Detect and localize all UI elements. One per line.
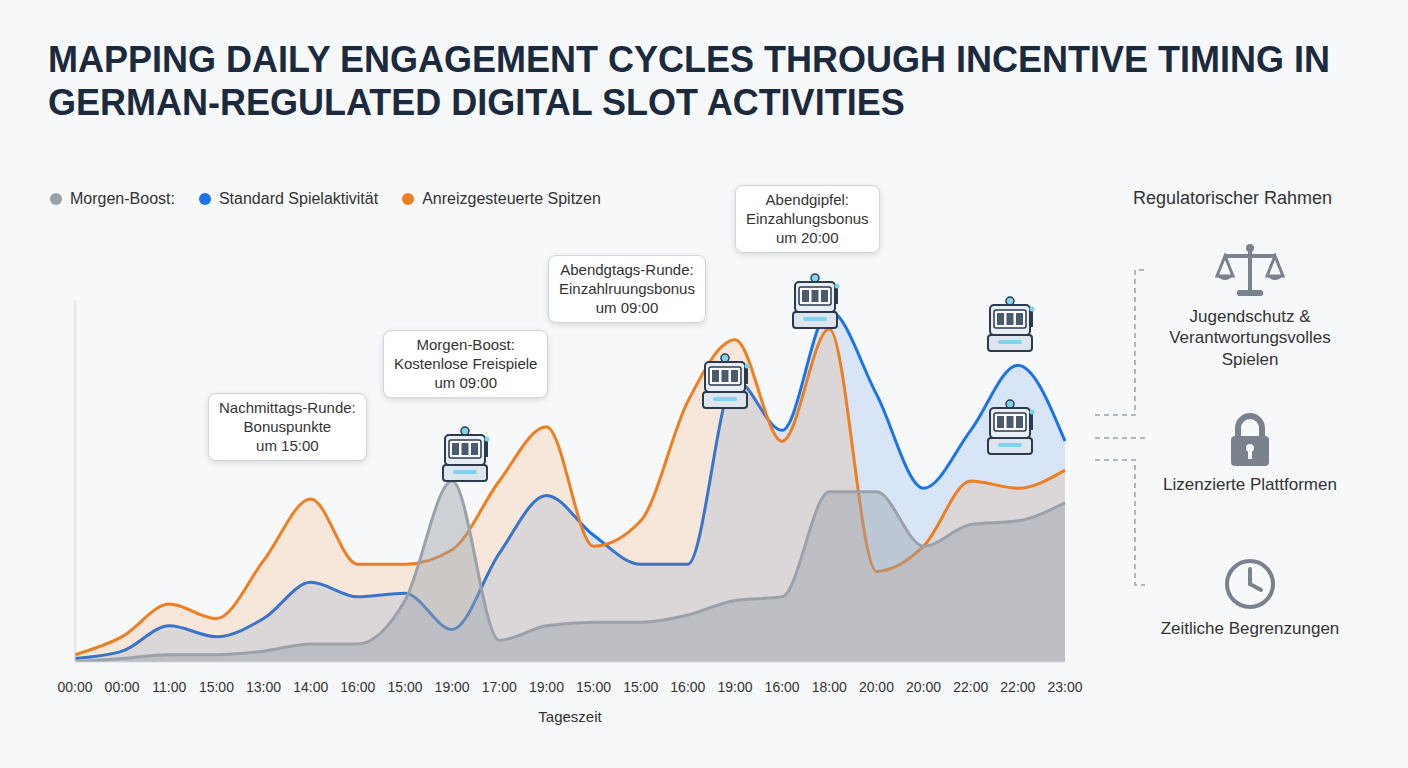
svg-text:Tageszeit: Tageszeit [538,708,602,725]
html-text:Abendgtags-Runde:: Abendgtags-Runde: [560,261,694,278]
html-text:Bonuspunkte: Bonuspunkte [243,417,332,435]
html-text:Abendgipfel:: Abendgipfel: [765,191,849,208]
html-text:Morgen-Boost:: Morgen-Boost: [70,190,175,207]
html-text:Anreizgesteuerte Spitzen: Anreizgesteuerte Spitzen [422,190,601,207]
html-text:Kostenlose Freispiele: Kostenlose Freispiele [394,354,538,372]
html-text:Jugendschutz & Verantwortungsv: Jugendschutz & Verantwortungsvolles Spie… [1169,307,1331,369]
svg-text:19:00: 19:00 [435,679,470,695]
svg-text:00:00: 00:00 [105,679,140,695]
svg-text:15:00: 15:00 [623,679,658,695]
svg-text:00:00: 00:00 [57,679,92,695]
svg-text:23:00: 23:00 [1047,679,1082,695]
svg-text:15:00: 15:00 [576,679,611,695]
html-text:MAPPING DAILY ENGAGEMENT CYCLE: MAPPING DAILY ENGAGEMENT CYCLES THROUGH … [48,39,1331,124]
svg-text:18:00: 18:00 [812,679,847,695]
html-text:Morgen-Boost:: Morgen-Boost: [416,336,515,353]
svg-text:22:00: 22:00 [953,679,988,695]
html-text:um 20:00: um 20:00 [776,228,839,246]
svg-text:16:00: 16:00 [340,679,375,695]
svg-text:20:00: 20:00 [859,679,894,695]
svg-text:17:00: 17:00 [482,679,517,695]
svg-text:20:00: 20:00 [906,679,941,695]
html-text:Standard Spielaktivität: Standard Spielaktivität [218,190,379,207]
html-text:Regulatorischer Rahmen: Regulatorischer Rahmen [1133,188,1333,208]
svg-text:15:00: 15:00 [199,679,234,695]
html-text:Nachmittags-Runde:: Nachmittags-Runde: [219,399,356,416]
html-text:Lizenzierte Plattformen: Lizenzierte Plattformen [1163,475,1337,494]
svg-text:11:00: 11:00 [152,679,186,695]
html-text:um 15:00: um 15:00 [256,436,319,454]
html-text:Einzahlruungsbonus: Einzahlruungsbonus [559,279,695,297]
svg-text:14:00: 14:00 [293,679,328,695]
svg-text:16:00: 16:00 [765,679,800,695]
html-text:um 09:00: um 09:00 [434,373,497,391]
svg-text:22:00: 22:00 [1000,679,1035,695]
svg-text:19:00: 19:00 [717,679,752,695]
svg-text:16:00: 16:00 [670,679,705,695]
svg-text:19:00: 19:00 [529,679,564,695]
html-text:um 09:00: um 09:00 [595,298,659,316]
svg-text:13:00: 13:00 [246,679,281,695]
html-text:Zeitliche Begrenzungen: Zeitliche Begrenzungen [1160,619,1340,638]
svg-text:15:00: 15:00 [387,679,422,695]
html-text:Einzahlungsbonus: Einzahlungsbonus [746,209,869,227]
